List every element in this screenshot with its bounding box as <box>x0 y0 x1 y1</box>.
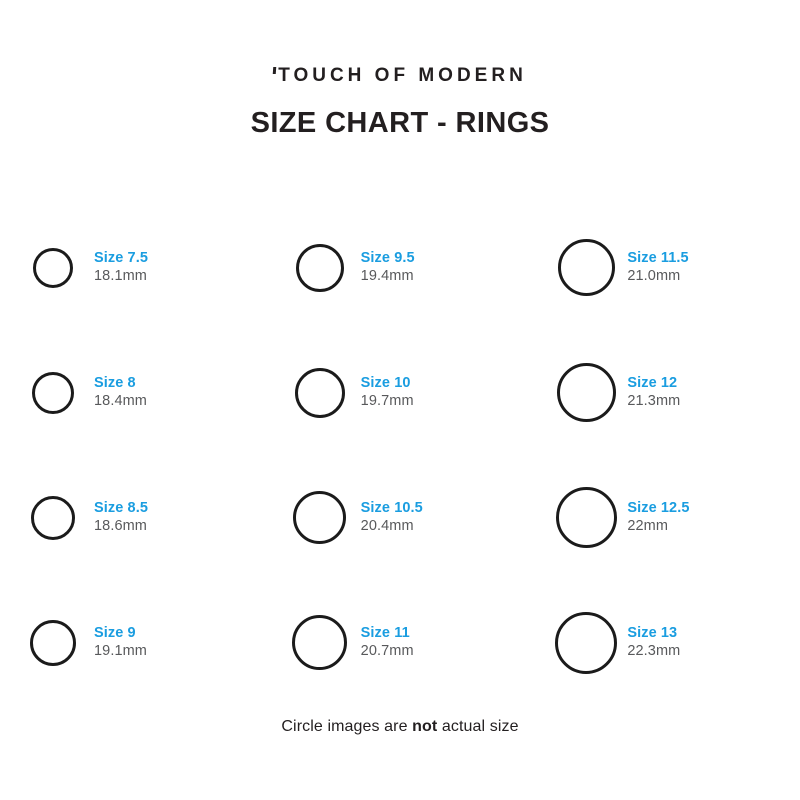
diameter-label: 21.3mm <box>627 393 681 409</box>
ring-circle-icon <box>292 615 348 670</box>
footer-note-suffix: actual size <box>437 718 519 735</box>
ring-circle-icon <box>557 239 615 296</box>
size-item: Size 10 19.7mm <box>267 330 534 455</box>
ring-circle-wrap <box>551 233 621 303</box>
brand-name: TOUCH OF MODERN <box>278 65 527 86</box>
diameter-label: 21.0mm <box>627 268 681 284</box>
size-label: Size 11.5 <box>627 249 689 266</box>
size-label: Size 10.5 <box>360 499 423 516</box>
brand-tick-icon <box>272 67 277 74</box>
diameter-label: 19.1mm <box>94 643 147 659</box>
ring-circle-wrap <box>551 483 621 553</box>
diameter-label: 18.6mm <box>94 518 147 534</box>
ring-circle-icon <box>293 491 347 544</box>
ring-circle-wrap <box>18 608 88 678</box>
size-label: Size 8.5 <box>94 499 148 516</box>
ring-circle-wrap <box>551 358 621 428</box>
footer-note-emphasis: not <box>412 718 438 735</box>
diameter-label: 18.1mm <box>94 268 147 284</box>
size-item: Size 12 21.3mm <box>533 330 800 455</box>
size-item-labels: Size 10.5 20.4mm <box>361 500 423 535</box>
ring-circle-wrap <box>18 233 88 303</box>
size-item: Size 9.5 19.4mm <box>267 205 534 330</box>
size-label: Size 8 <box>94 374 136 391</box>
size-label: Size 11 <box>360 624 410 641</box>
size-item-labels: Size 12 21.3mm <box>627 375 680 410</box>
size-item-labels: Size 11 20.7mm <box>361 625 414 660</box>
diameter-label: 22.3mm <box>627 643 681 659</box>
size-item: Size 7.5 18.1mm <box>0 205 267 330</box>
size-item: Size 13 22.3mm <box>533 580 800 705</box>
size-label: Size 12 <box>627 374 678 391</box>
ring-circle-icon <box>295 243 344 292</box>
page-header: TOUCH OF MODERN SIZE CHART - RINGS <box>0 0 800 138</box>
ring-circle-icon <box>33 247 73 288</box>
ring-circle-icon <box>556 363 616 422</box>
ring-circle-wrap <box>18 358 88 428</box>
ring-circle-icon <box>294 367 345 418</box>
ring-circle-wrap <box>285 233 355 303</box>
size-item-labels: Size 10 19.7mm <box>361 375 414 410</box>
ring-circle-icon <box>30 619 76 666</box>
size-item-labels: Size 11.5 21.0mm <box>627 250 688 285</box>
size-item: Size 11 20.7mm <box>267 580 534 705</box>
size-item-labels: Size 9 19.1mm <box>94 625 147 660</box>
ring-circle-icon <box>32 371 74 414</box>
size-item: Size 11.5 21.0mm <box>533 205 800 330</box>
size-item-labels: Size 8.5 18.6mm <box>94 500 148 535</box>
size-item-labels: Size 13 22.3mm <box>627 625 680 660</box>
page-title: SIZE CHART - RINGS <box>250 107 550 139</box>
ring-circle-wrap <box>551 608 621 678</box>
size-label: Size 13 <box>627 624 678 641</box>
size-item: Size 10.5 20.4mm <box>267 455 534 580</box>
diameter-label: 19.7mm <box>360 393 414 409</box>
diameter-label: 20.4mm <box>360 518 414 534</box>
size-item-labels: Size 12.5 22mm <box>627 500 689 535</box>
size-item-labels: Size 8 18.4mm <box>94 375 147 410</box>
ring-circle-icon <box>555 611 618 674</box>
ring-circle-icon <box>555 487 617 548</box>
ring-circle-icon <box>31 495 75 540</box>
diameter-label: 18.4mm <box>94 393 147 409</box>
diameter-label: 20.7mm <box>360 643 414 659</box>
ring-circle-wrap <box>18 483 88 553</box>
diameter-label: 22mm <box>627 518 669 534</box>
size-item-labels: Size 7.5 18.1mm <box>94 250 148 285</box>
size-label: Size 9 <box>94 624 136 641</box>
footer-note: Circle images are not actual size <box>0 718 800 736</box>
size-item: Size 8.5 18.6mm <box>0 455 267 580</box>
size-item-labels: Size 9.5 19.4mm <box>361 250 415 285</box>
ring-circle-wrap <box>285 608 355 678</box>
size-item: Size 9 19.1mm <box>0 580 267 705</box>
size-label: Size 9.5 <box>360 249 415 266</box>
ring-circle-wrap <box>285 483 355 553</box>
size-label: Size 10 <box>360 374 411 391</box>
size-grid: Size 7.5 18.1mm Size 9.5 19.4mm Size 11.… <box>0 205 800 705</box>
ring-circle-wrap <box>285 358 355 428</box>
size-item: Size 8 18.4mm <box>0 330 267 455</box>
diameter-label: 19.4mm <box>360 268 414 284</box>
size-label: Size 7.5 <box>94 249 148 266</box>
size-item: Size 12.5 22mm <box>533 455 800 580</box>
footer-note-prefix: Circle images are <box>281 718 413 735</box>
brand-logo: TOUCH OF MODERN <box>272 65 527 86</box>
size-label: Size 12.5 <box>627 499 690 516</box>
